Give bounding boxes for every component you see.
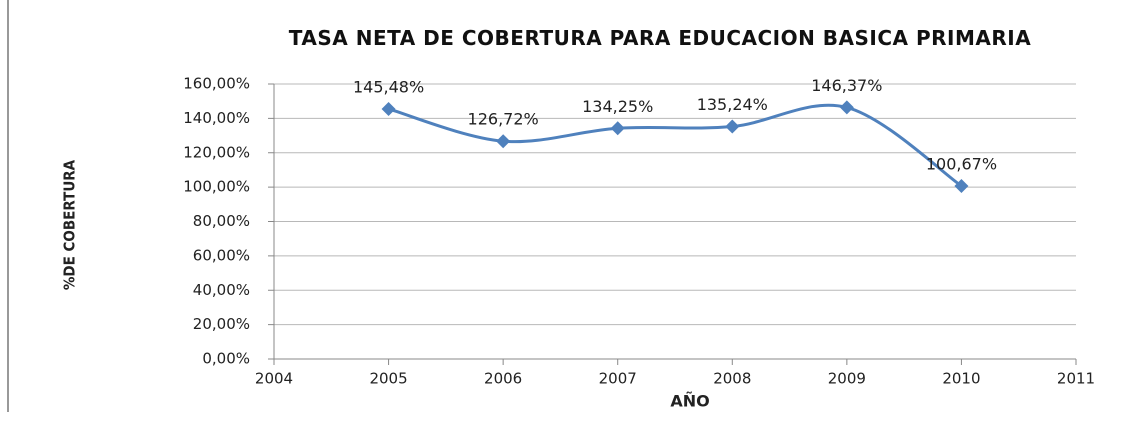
line (388, 103, 963, 188)
data-label: 100,67% (926, 154, 997, 173)
chart-title: TASA NETA DE COBERTURA PARA EDUCACION BA… (288, 26, 1032, 50)
y-tick-label: 100,00% (183, 178, 250, 196)
data-label: 134,25% (582, 97, 653, 116)
marker (725, 119, 740, 134)
y-tick-label: 20,00% (193, 315, 250, 333)
x-tick-label: 2009 (828, 370, 866, 388)
marker (839, 100, 854, 115)
x-tick-label: 2004 (255, 370, 293, 388)
data-label: 135,24% (697, 95, 768, 114)
marker (496, 134, 511, 149)
x-axis-label: AÑO (670, 392, 709, 411)
y-tick-label: 60,00% (193, 246, 250, 264)
data-label: 126,72% (468, 110, 539, 129)
y-tick-label: 120,00% (183, 143, 250, 161)
marker (954, 178, 969, 193)
y-tick-label: 80,00% (193, 212, 250, 230)
x-tick-label: 2007 (599, 370, 637, 388)
x-tick-label: 2008 (713, 370, 751, 388)
y-tick-label: 0,00% (202, 350, 250, 368)
y-axis-label: %DE COBERTURA (61, 159, 79, 290)
x-tick-label: 2006 (484, 370, 522, 388)
data-label: 146,37% (811, 76, 882, 95)
y-tick-label: 140,00% (183, 109, 250, 127)
x-tick-label: 2011 (1057, 370, 1095, 388)
y-tick-label: 40,00% (193, 281, 250, 299)
marker (381, 101, 396, 116)
x-tick-label: 2005 (369, 370, 407, 388)
y-tick-label: 160,00% (183, 75, 250, 93)
data-label: 145,48% (353, 77, 424, 96)
x-tick-label: 2010 (942, 370, 980, 388)
marker (610, 121, 625, 136)
